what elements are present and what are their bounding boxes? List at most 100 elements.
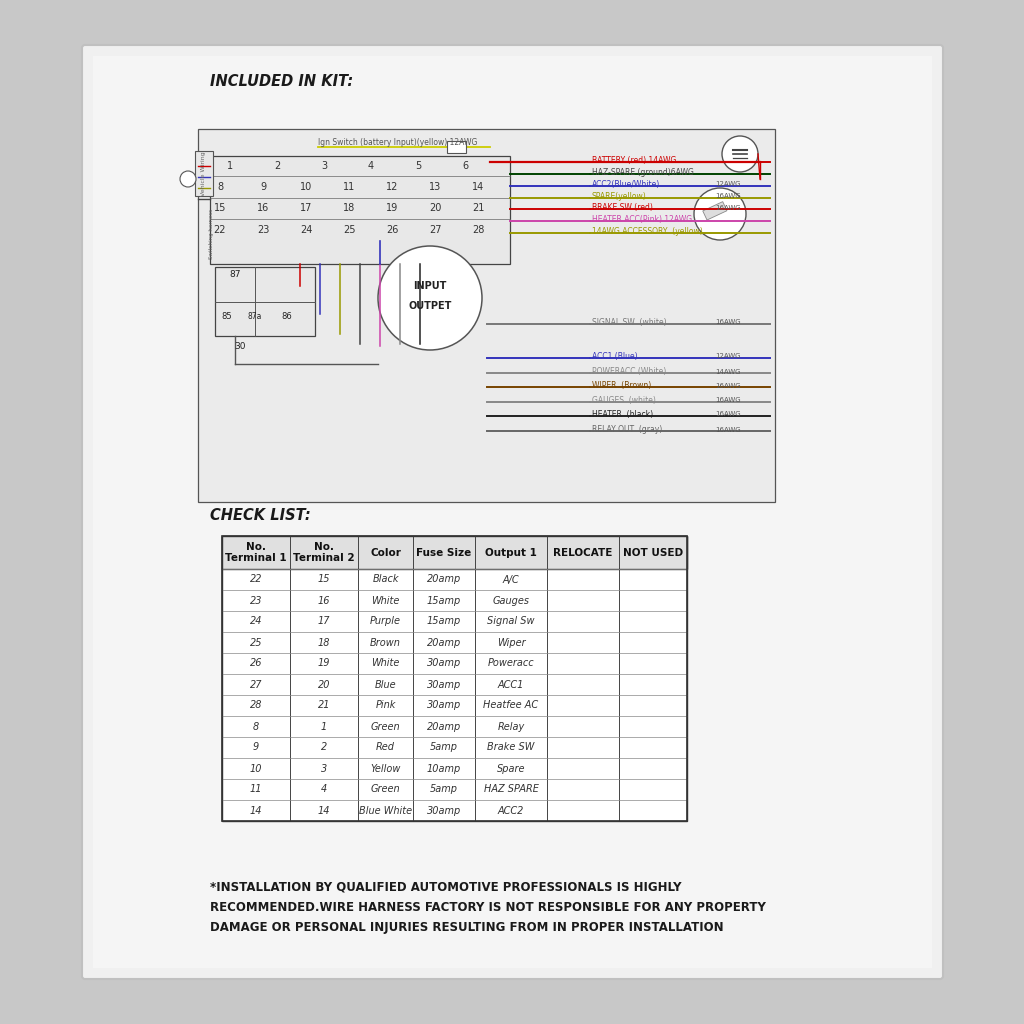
Text: Ign Switch (battery Input)(yellow) 12AWG: Ign Switch (battery Input)(yellow) 12AWG <box>318 138 477 147</box>
Text: White: White <box>372 596 399 605</box>
Text: 12AWG: 12AWG <box>715 181 740 187</box>
Text: No.
Terminal 1: No. Terminal 1 <box>225 542 287 563</box>
Text: 16AWG: 16AWG <box>715 383 740 388</box>
Text: Brown: Brown <box>370 638 401 647</box>
Text: HEATER  (black): HEATER (black) <box>592 410 653 419</box>
Text: 25: 25 <box>343 225 355 234</box>
Text: 5amp: 5amp <box>430 784 458 795</box>
Text: 6: 6 <box>462 161 468 171</box>
Text: Color: Color <box>370 548 401 557</box>
FancyBboxPatch shape <box>82 45 943 979</box>
Text: Blue: Blue <box>375 680 396 689</box>
Text: 20: 20 <box>429 203 441 213</box>
Text: Switching harness: Switching harness <box>210 209 214 259</box>
Text: RELAY OUT  (gray): RELAY OUT (gray) <box>592 425 663 434</box>
Text: Wiper: Wiper <box>497 638 525 647</box>
Text: 10: 10 <box>300 182 312 193</box>
Text: 28: 28 <box>250 700 262 711</box>
Text: 2: 2 <box>273 161 281 171</box>
Text: 86: 86 <box>282 312 293 321</box>
Text: 10amp: 10amp <box>427 764 461 773</box>
Text: 5: 5 <box>415 161 421 171</box>
Text: BRAKE SW (red): BRAKE SW (red) <box>592 203 653 212</box>
Text: 30amp: 30amp <box>427 658 461 669</box>
Bar <box>93 56 932 968</box>
Text: Black: Black <box>373 574 398 585</box>
Text: 18: 18 <box>317 638 331 647</box>
Text: 17: 17 <box>300 203 312 213</box>
Text: 87: 87 <box>229 270 241 279</box>
Text: 16AWG: 16AWG <box>715 194 740 200</box>
Text: 16AWG: 16AWG <box>715 397 740 403</box>
Bar <box>198 129 775 502</box>
Text: 24: 24 <box>250 616 262 627</box>
Text: Purple: Purple <box>370 616 401 627</box>
Circle shape <box>378 246 482 350</box>
Text: 13: 13 <box>429 182 441 193</box>
Text: 4: 4 <box>321 784 327 795</box>
Bar <box>222 536 687 821</box>
Text: 1: 1 <box>227 161 233 171</box>
Text: 27: 27 <box>429 225 441 234</box>
Text: 24: 24 <box>300 225 312 234</box>
Text: 85: 85 <box>221 312 232 321</box>
Text: HAZ-SPARE (ground)6AWG: HAZ-SPARE (ground)6AWG <box>592 168 694 177</box>
Text: *INSTALLATION BY QUALIFIED AUTOMOTIVE PROFESSIONALS IS HIGHLY: *INSTALLATION BY QUALIFIED AUTOMOTIVE PR… <box>210 881 682 894</box>
Text: 12AWG: 12AWG <box>715 353 740 359</box>
Text: 16AWG: 16AWG <box>715 412 740 418</box>
Text: NOT USED: NOT USED <box>623 548 683 557</box>
Text: 30amp: 30amp <box>427 680 461 689</box>
Text: A/C: A/C <box>503 574 519 585</box>
Text: 11: 11 <box>343 182 355 193</box>
Text: BATTERY (red) 14AWG: BATTERY (red) 14AWG <box>592 156 677 165</box>
Text: 4: 4 <box>368 161 374 171</box>
Text: 8: 8 <box>253 722 259 731</box>
Text: POWERACC (White): POWERACC (White) <box>592 367 667 376</box>
Text: 19: 19 <box>386 203 398 213</box>
Text: 3: 3 <box>321 764 327 773</box>
Text: 3: 3 <box>321 161 327 171</box>
Text: No.
Terminal 2: No. Terminal 2 <box>293 542 354 563</box>
Text: Yellow: Yellow <box>371 764 400 773</box>
Circle shape <box>180 171 196 187</box>
Text: CHECK LIST:: CHECK LIST: <box>210 508 310 523</box>
Text: 16: 16 <box>317 596 331 605</box>
Text: Vehicle Wiring: Vehicle Wiring <box>202 152 207 197</box>
Text: 8: 8 <box>217 182 223 193</box>
Text: Poweracc: Poweracc <box>487 658 535 669</box>
Text: 14: 14 <box>250 806 262 815</box>
Text: 25: 25 <box>250 638 262 647</box>
Bar <box>222 536 687 569</box>
Bar <box>702 202 727 220</box>
Text: 21: 21 <box>472 203 484 213</box>
Text: RECOMMENDED.WIRE HARNESS FACTORY IS NOT RESPONSIBLE FOR ANY PROPERTY: RECOMMENDED.WIRE HARNESS FACTORY IS NOT … <box>210 901 766 914</box>
Text: ACC2: ACC2 <box>498 806 524 815</box>
Text: SIGNAL SW  (white): SIGNAL SW (white) <box>592 318 667 327</box>
Text: 5amp: 5amp <box>430 742 458 753</box>
Text: INPUT: INPUT <box>414 281 446 291</box>
Bar <box>447 141 466 153</box>
Text: 30: 30 <box>234 342 246 351</box>
Bar <box>215 267 315 336</box>
Text: Spare: Spare <box>497 764 525 773</box>
Text: 26: 26 <box>386 225 398 234</box>
Text: 15amp: 15amp <box>427 596 461 605</box>
Text: Signal Sw: Signal Sw <box>487 616 535 627</box>
Text: 20amp: 20amp <box>427 574 461 585</box>
Text: 30amp: 30amp <box>427 806 461 815</box>
Text: 9: 9 <box>253 742 259 753</box>
Text: WIPER  (Brown): WIPER (Brown) <box>592 381 651 390</box>
Text: SPARE(yellow): SPARE(yellow) <box>592 193 647 201</box>
Text: GAUGES  (white): GAUGES (white) <box>592 396 656 406</box>
Text: 17: 17 <box>317 616 331 627</box>
Text: INCLUDED IN KIT:: INCLUDED IN KIT: <box>210 74 353 89</box>
Text: Output 1: Output 1 <box>485 548 537 557</box>
Text: 15amp: 15amp <box>427 616 461 627</box>
Text: 28: 28 <box>472 225 484 234</box>
Text: 20: 20 <box>317 680 331 689</box>
Text: 10: 10 <box>250 764 262 773</box>
Text: 18: 18 <box>343 203 355 213</box>
Text: 14AWG ACCESSORY  (yellow): 14AWG ACCESSORY (yellow) <box>592 227 702 236</box>
Text: 16: 16 <box>257 203 269 213</box>
Text: 16AWG: 16AWG <box>715 319 740 326</box>
